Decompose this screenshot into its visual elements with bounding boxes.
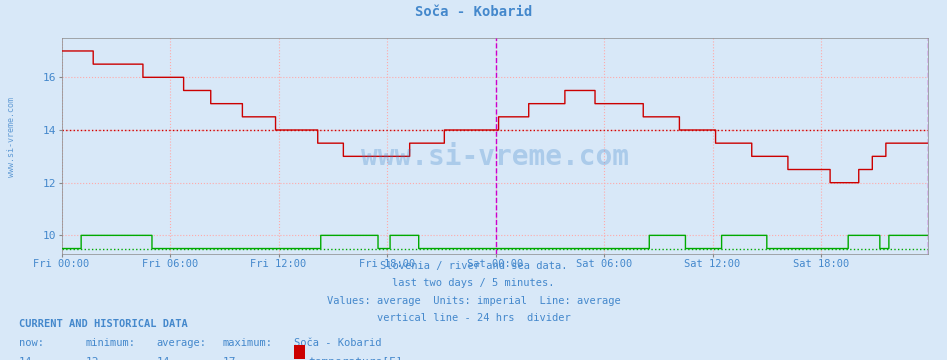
Text: 12: 12 <box>85 357 98 360</box>
Text: www.si-vreme.com: www.si-vreme.com <box>361 143 629 171</box>
Text: last two days / 5 minutes.: last two days / 5 minutes. <box>392 278 555 288</box>
Text: CURRENT AND HISTORICAL DATA: CURRENT AND HISTORICAL DATA <box>19 319 188 329</box>
Text: 14: 14 <box>156 357 170 360</box>
Text: minimum:: minimum: <box>85 338 135 348</box>
Text: www.si-vreme.com: www.si-vreme.com <box>7 97 16 177</box>
Text: maximum:: maximum: <box>223 338 273 348</box>
Text: temperature[F]: temperature[F] <box>308 357 402 360</box>
Text: vertical line - 24 hrs  divider: vertical line - 24 hrs divider <box>377 313 570 323</box>
Text: Soča - Kobarid: Soča - Kobarid <box>294 338 381 348</box>
Text: 17: 17 <box>223 357 236 360</box>
Text: Slovenia / river and sea data.: Slovenia / river and sea data. <box>380 261 567 271</box>
Text: average:: average: <box>156 338 206 348</box>
Text: now:: now: <box>19 338 44 348</box>
Text: Values: average  Units: imperial  Line: average: Values: average Units: imperial Line: av… <box>327 296 620 306</box>
Text: 14: 14 <box>19 357 32 360</box>
Text: Soča - Kobarid: Soča - Kobarid <box>415 5 532 19</box>
